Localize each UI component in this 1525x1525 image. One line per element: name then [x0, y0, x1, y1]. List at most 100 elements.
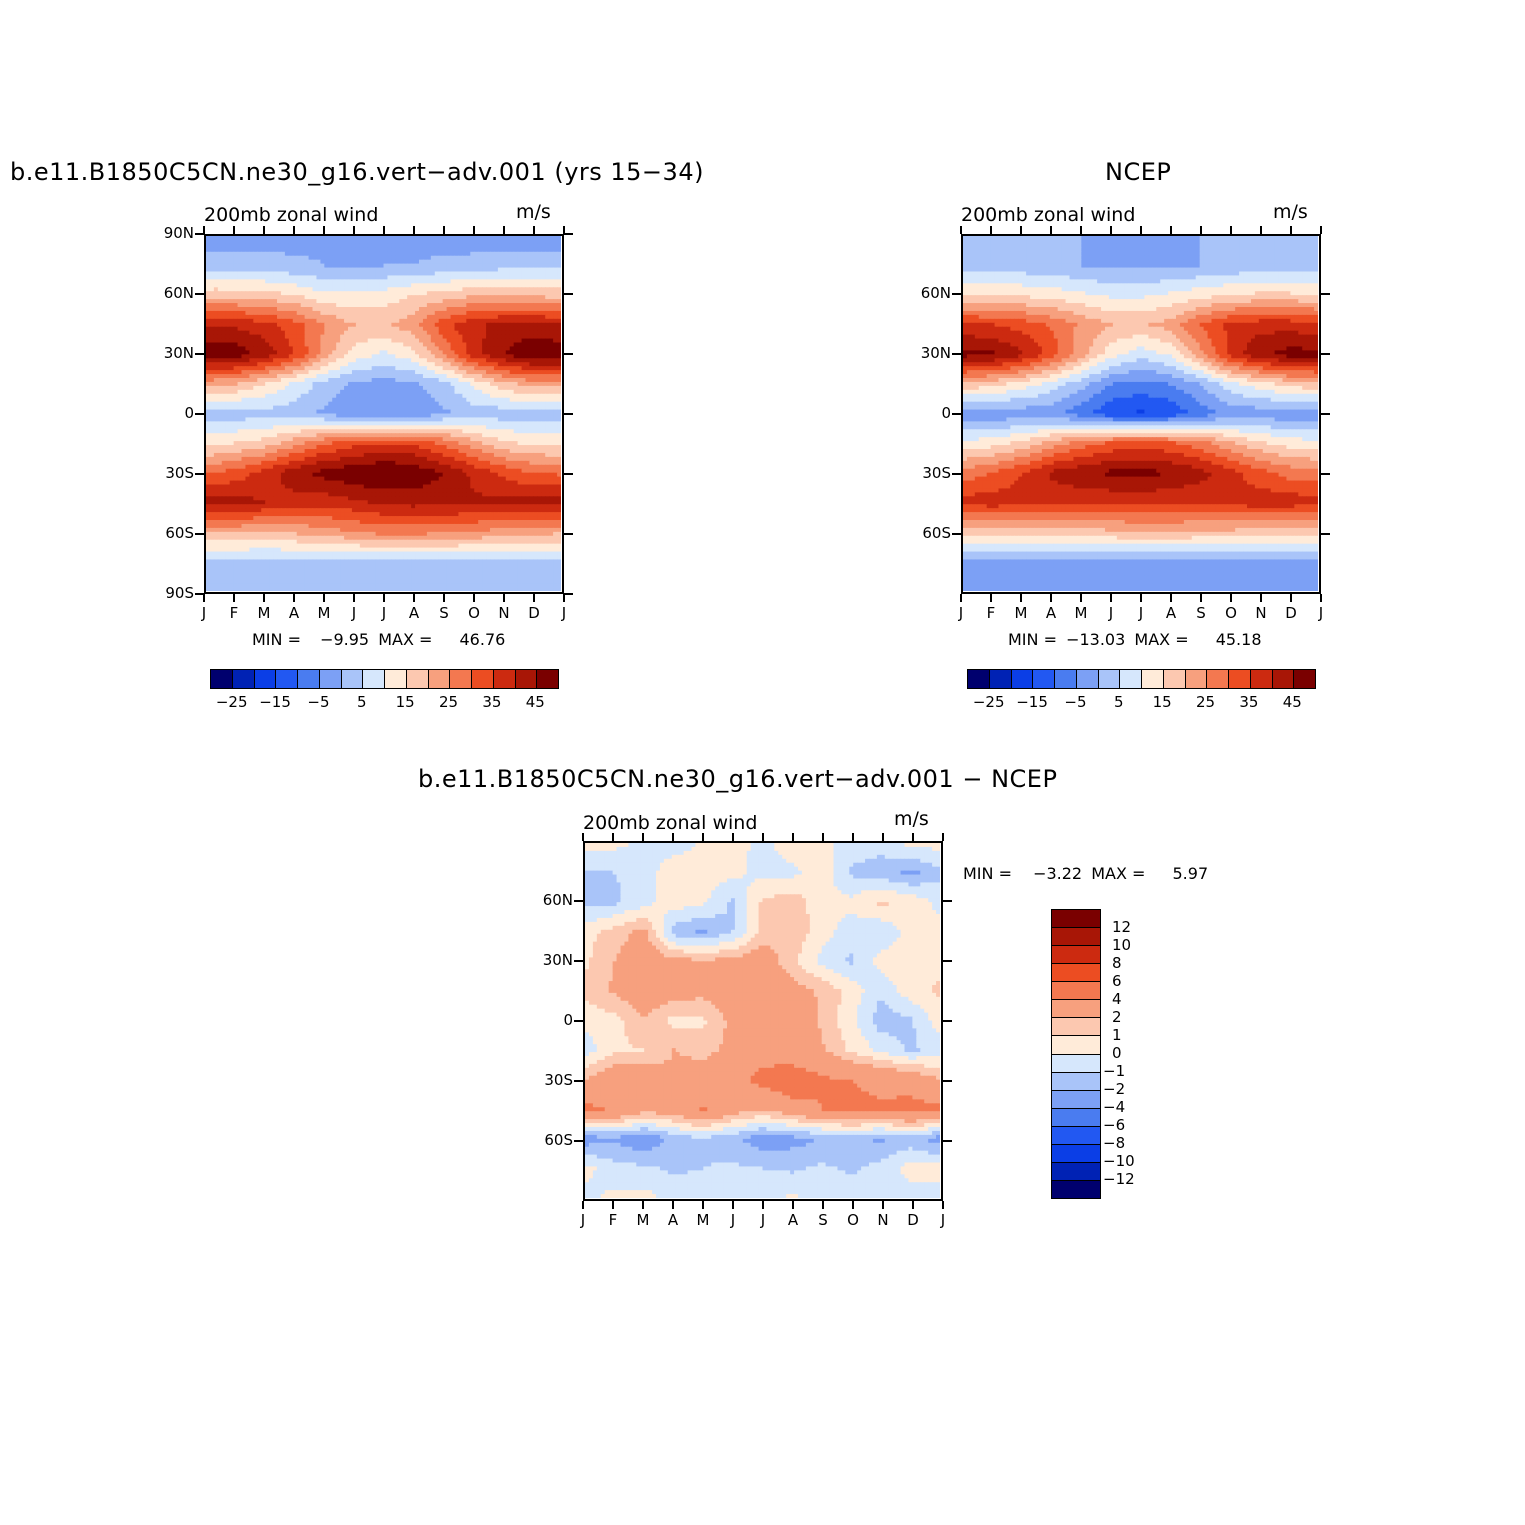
heatmap-cell	[355, 401, 361, 407]
heatmap-cell	[284, 299, 290, 304]
heatmap-cell	[249, 385, 254, 391]
heatmap-cell	[509, 307, 515, 312]
heatmap-cell	[482, 322, 487, 328]
heatmap-cell	[474, 310, 479, 316]
heatmap-cell	[513, 354, 519, 359]
heatmap-cell	[478, 326, 483, 332]
heatmap-cell	[415, 393, 420, 399]
heatmap-cell	[541, 417, 546, 422]
heatmap-cell	[288, 287, 294, 292]
heatmap-field	[206, 236, 561, 591]
heatmap-cell	[245, 449, 250, 454]
heatmap-cell	[308, 338, 314, 344]
heatmap-cell	[474, 433, 479, 438]
heatmap-cell	[533, 299, 538, 304]
heatmap-cell	[501, 429, 507, 434]
heatmap-cell	[415, 259, 420, 265]
heatmap-cell	[379, 267, 385, 273]
heatmap-cell	[261, 389, 266, 395]
heatmap-cell	[288, 385, 294, 391]
heatmap-cell	[545, 401, 550, 407]
heatmap-cell	[209, 397, 215, 403]
heatmap-cell	[474, 295, 479, 300]
heatmap-cell	[426, 401, 432, 407]
heatmap-cell	[348, 247, 353, 253]
heatmap-cell	[273, 405, 278, 411]
heatmap-cell	[529, 338, 534, 344]
heatmap-cell	[482, 303, 487, 308]
heatmap-cell	[458, 342, 463, 348]
heatmap-cell	[458, 310, 463, 316]
heatmap-cell	[273, 275, 278, 280]
heatmap-cell	[328, 322, 333, 328]
heatmap-cell	[474, 271, 479, 277]
heatmap-cell	[505, 255, 511, 261]
heatmap-cell	[533, 381, 538, 387]
heatmap-cell	[501, 326, 507, 332]
heatmap-cell	[351, 255, 357, 261]
heatmap-cell	[253, 417, 258, 422]
heatmap-cell	[273, 318, 278, 324]
heatmap-cell	[351, 362, 357, 367]
heatmap-cell	[221, 291, 227, 296]
heatmap-cell	[529, 370, 534, 375]
heatmap-cell	[411, 366, 416, 371]
heatmap-cell	[458, 409, 463, 415]
heatmap-cell	[320, 247, 325, 253]
heatmap-cell	[209, 295, 215, 300]
heatmap-cell	[430, 322, 436, 328]
heatmap-cell	[288, 236, 294, 241]
heatmap-cell	[493, 397, 499, 403]
heatmap-cell	[430, 445, 436, 450]
heatmap-cell	[328, 330, 333, 336]
heatmap-cell	[474, 243, 479, 249]
heatmap-cell	[320, 271, 325, 277]
heatmap-cell	[430, 279, 436, 284]
heatmap-cell	[533, 354, 538, 359]
heatmap-cell	[470, 326, 475, 332]
heatmap-cell	[206, 366, 211, 371]
heatmap-cell	[505, 318, 511, 324]
heatmap-cell	[296, 425, 302, 430]
heatmap-cell	[395, 243, 400, 249]
heatmap-cell	[336, 366, 341, 371]
heatmap-cell	[225, 346, 231, 351]
heatmap-cell	[363, 441, 369, 446]
heatmap-cell	[438, 275, 444, 280]
heatmap-cell	[541, 283, 546, 288]
heatmap-cell	[407, 303, 412, 308]
heatmap-cell	[478, 259, 483, 265]
heatmap-cell	[399, 239, 404, 245]
heatmap-cell	[509, 314, 515, 320]
heatmap-cell	[545, 271, 550, 277]
heatmap-cell	[434, 405, 440, 411]
heatmap-cell	[273, 239, 278, 245]
heatmap-cell	[320, 346, 325, 351]
heatmap-cell	[340, 338, 345, 344]
heatmap-cell	[497, 397, 503, 403]
heatmap-cell	[387, 405, 392, 411]
heatmap-cell	[340, 259, 345, 265]
heatmap-cell	[411, 330, 416, 336]
heatmap-cell	[273, 322, 278, 328]
heatmap-cell	[533, 385, 538, 391]
heatmap-cell	[217, 374, 223, 379]
heatmap-cell	[541, 239, 546, 245]
heatmap-cell	[348, 295, 353, 300]
heatmap-cell	[454, 322, 460, 328]
heatmap-cell	[466, 275, 471, 280]
heatmap-cell	[545, 291, 550, 296]
heatmap-cell	[513, 334, 519, 340]
heatmap-cell	[490, 362, 495, 367]
heatmap-cell	[434, 413, 440, 419]
heatmap-cell	[529, 330, 534, 336]
heatmap-cell	[371, 421, 377, 426]
heatmap-cell	[273, 385, 278, 391]
heatmap-cell	[280, 314, 286, 320]
heatmap-cell	[517, 425, 523, 430]
heatmap-cell	[438, 326, 444, 332]
heatmap-cell	[383, 405, 389, 411]
heatmap-cell	[213, 263, 219, 269]
heatmap-cell	[387, 338, 392, 344]
heatmap-cell	[229, 452, 235, 458]
